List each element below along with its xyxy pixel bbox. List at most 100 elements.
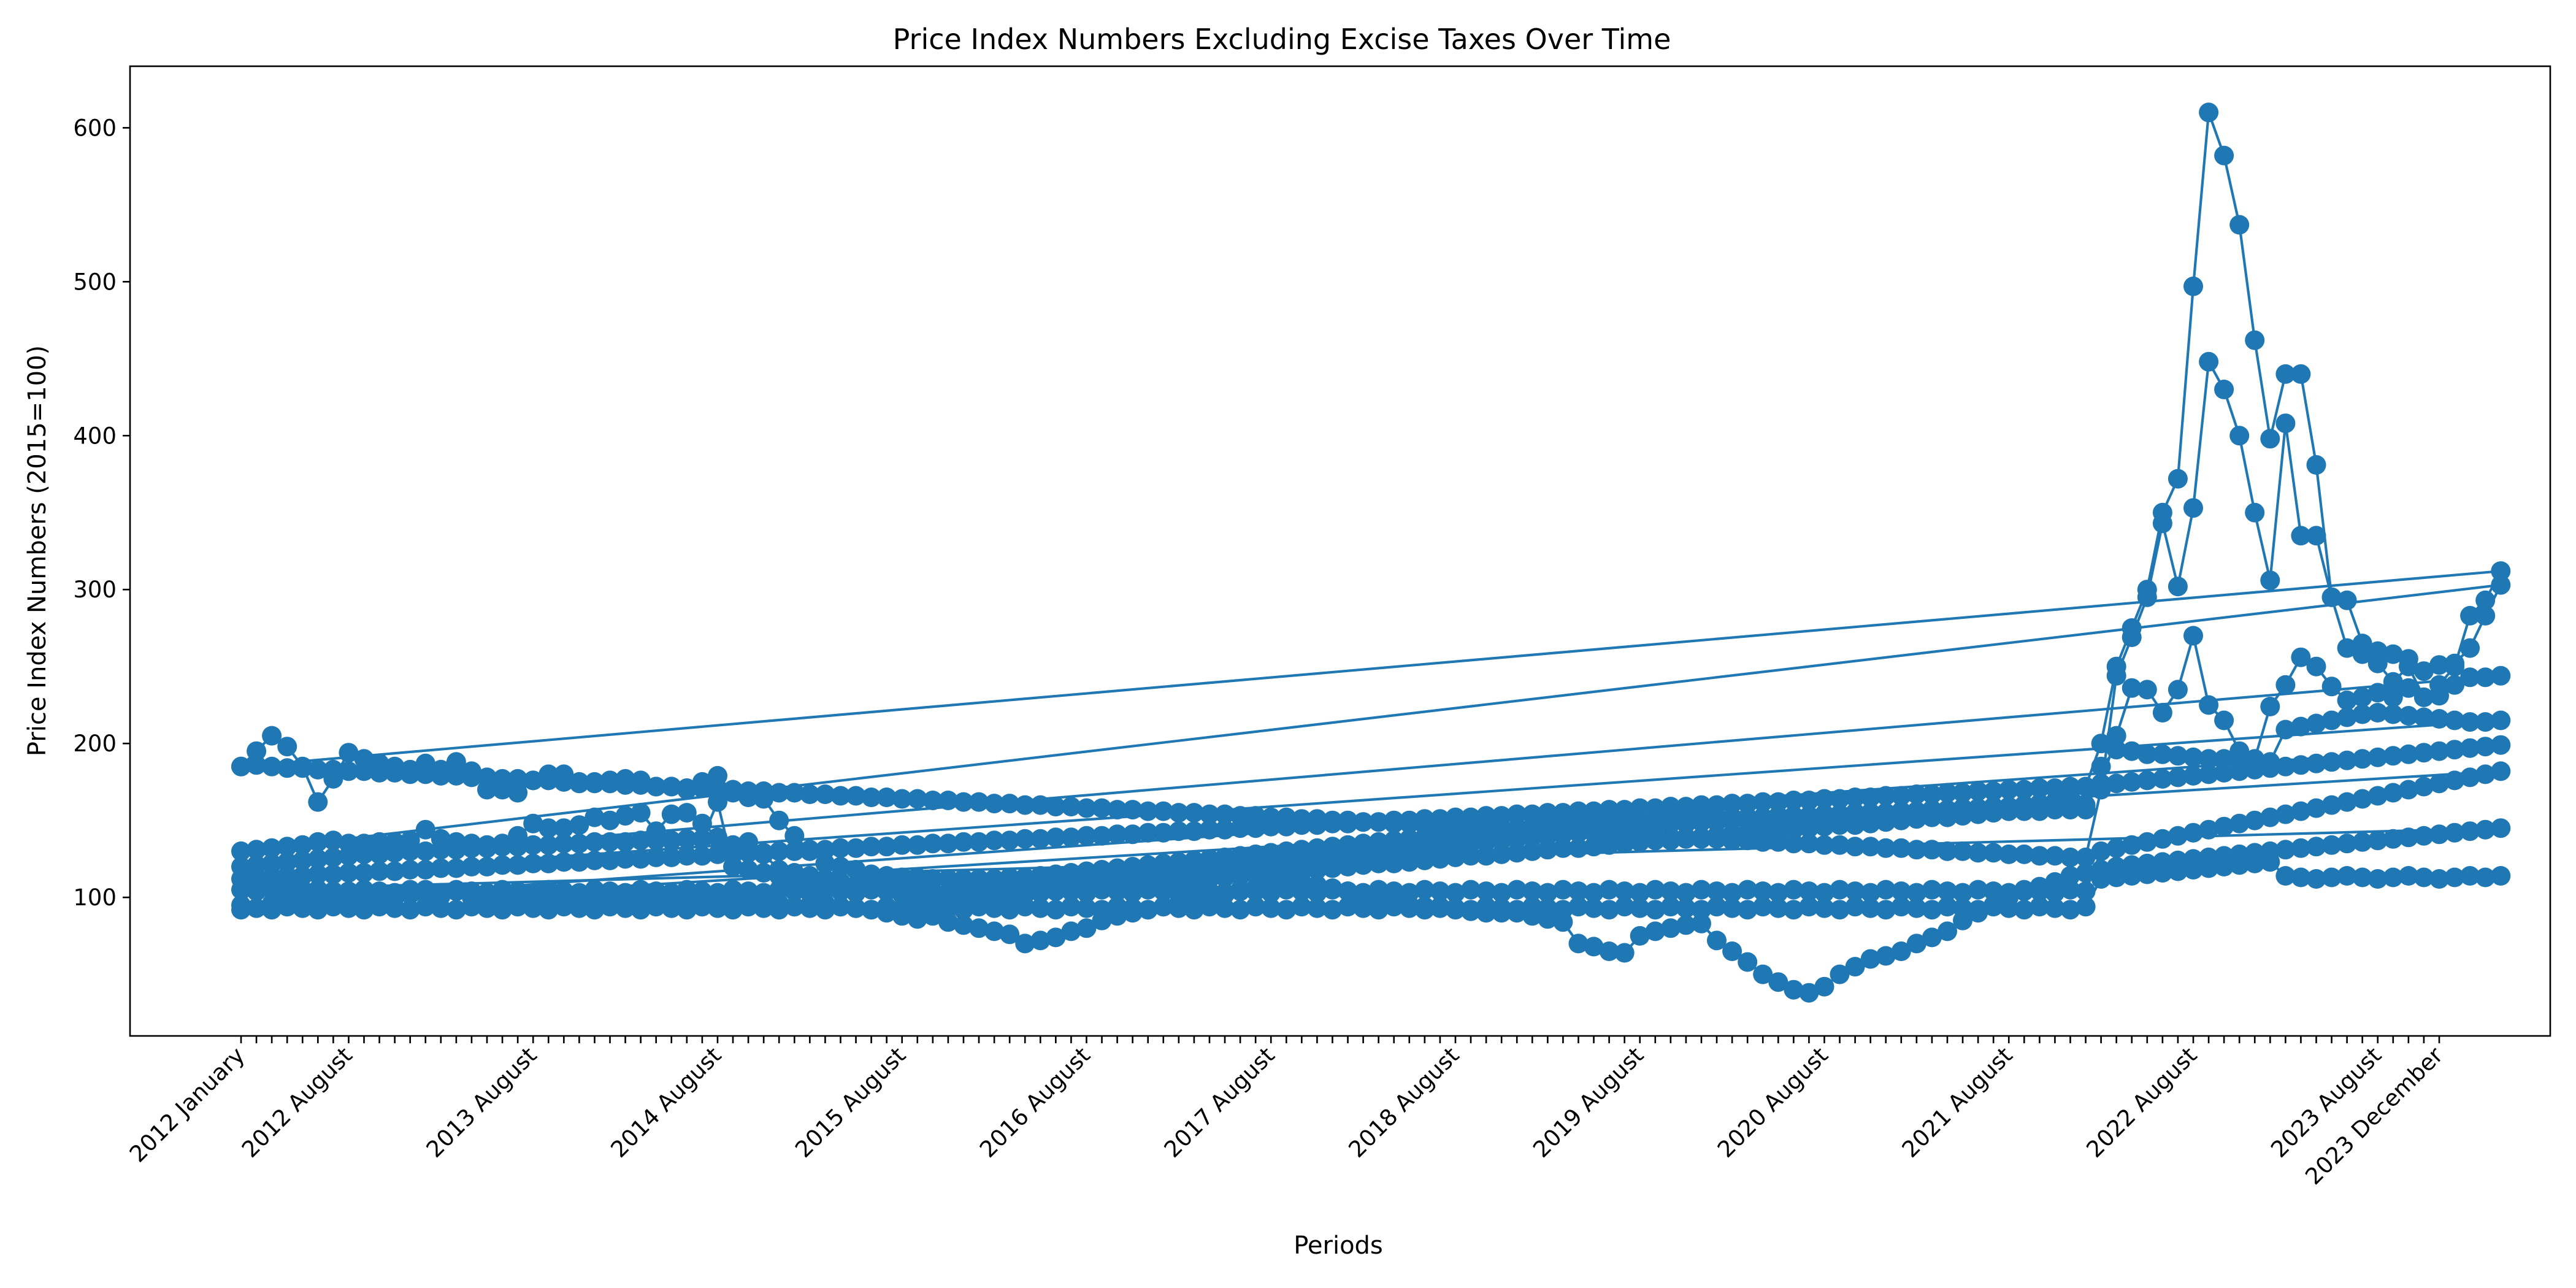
data-point: [2460, 866, 2480, 886]
data-point: [493, 900, 513, 920]
y-tick-label: 200: [73, 730, 117, 757]
data-point: [922, 881, 943, 902]
data-point: [2491, 761, 2511, 781]
data-point: [1784, 880, 1804, 900]
data-point: [2460, 767, 2480, 788]
data-point: [1414, 838, 1435, 858]
data-point: [800, 883, 820, 903]
data-point: [323, 864, 343, 884]
data-point: [231, 900, 251, 920]
data-point: [1522, 841, 1543, 861]
data-point: [1584, 837, 1604, 857]
data-point: [1446, 883, 1465, 903]
data-point: [1476, 832, 1497, 852]
data-point: [1999, 801, 2019, 821]
data-point: [769, 866, 789, 886]
data-point: [247, 840, 267, 860]
data-point: [1645, 798, 1665, 818]
data-point: [1507, 843, 1527, 863]
data-point: [539, 900, 559, 920]
data-point: [1215, 898, 1235, 918]
data-point: [2060, 880, 2080, 900]
data-point: [1168, 883, 1189, 903]
data-point: [1538, 826, 1558, 846]
data-point: [922, 834, 943, 854]
data-point: [2045, 800, 2065, 820]
data-point: [769, 841, 789, 861]
data-point: [1414, 880, 1435, 900]
data-point: [585, 773, 605, 794]
data-point: [2091, 734, 2111, 754]
data-point: [1184, 900, 1204, 920]
data-point: [2413, 826, 2434, 846]
data-point: [1553, 803, 1573, 823]
data-point: [1338, 881, 1358, 902]
data-point: [2306, 713, 2326, 734]
data-point: [600, 832, 620, 852]
data-point: [1399, 810, 1419, 830]
data-point: [2168, 746, 2188, 766]
data-point: [938, 791, 958, 810]
data-point: [308, 849, 328, 869]
data-point: [892, 789, 912, 809]
data-point: [415, 841, 435, 861]
data-point: [1553, 900, 1573, 920]
data-point: [661, 776, 681, 797]
data-point: [2445, 770, 2465, 791]
data-point: [1107, 824, 1127, 845]
data-point: [1692, 812, 1711, 832]
data-point: [846, 838, 866, 858]
data-point: [2429, 709, 2449, 729]
data-point: [2491, 735, 2511, 755]
data-point: [1030, 898, 1051, 918]
data-point: [1538, 898, 1558, 918]
data-point: [461, 897, 481, 917]
data-point: [876, 881, 897, 902]
data-point: [1845, 788, 1865, 807]
data-point: [2137, 864, 2157, 884]
data-point: [1107, 800, 1127, 820]
data-point: [2306, 869, 2326, 889]
data-point: [2275, 413, 2296, 434]
data-point: [2137, 744, 2157, 764]
data-point: [1845, 881, 1865, 902]
data-point: [369, 881, 389, 902]
data-point: [2306, 753, 2326, 773]
data-point: [1660, 830, 1681, 851]
data-point: [2014, 780, 2034, 800]
data-point: [1906, 898, 1926, 918]
data-point: [1122, 824, 1143, 845]
data-point: [1630, 898, 1650, 918]
data-point: [1938, 881, 1957, 902]
data-point: [1292, 850, 1312, 870]
data-point: [692, 778, 712, 798]
data-point: [1122, 867, 1143, 887]
data-point: [1984, 803, 2004, 823]
x-tick-label: 2017 August: [1159, 1042, 1280, 1163]
data-point: [1830, 835, 1850, 855]
data-point: [2199, 764, 2219, 784]
data-point: [2337, 590, 2357, 610]
data-point: [661, 830, 681, 851]
data-point: [1630, 926, 1650, 946]
data-point: [907, 900, 927, 920]
data-point: [1000, 924, 1020, 945]
data-point: [523, 853, 543, 873]
data-point: [754, 883, 774, 903]
data-point: [2337, 866, 2357, 886]
data-point: [339, 883, 359, 903]
data-point: [293, 898, 313, 918]
data-point: [293, 850, 313, 870]
data-point: [2030, 897, 2050, 917]
data-point: [1076, 798, 1097, 818]
data-point: [2214, 857, 2234, 876]
data-point: [247, 898, 267, 918]
data-point: [1768, 972, 1788, 992]
data-point: [2245, 810, 2265, 830]
data-point: [708, 827, 727, 848]
data-point: [677, 778, 697, 798]
data-point: [1446, 807, 1465, 827]
data-point: [631, 775, 651, 795]
data-point: [385, 843, 405, 863]
